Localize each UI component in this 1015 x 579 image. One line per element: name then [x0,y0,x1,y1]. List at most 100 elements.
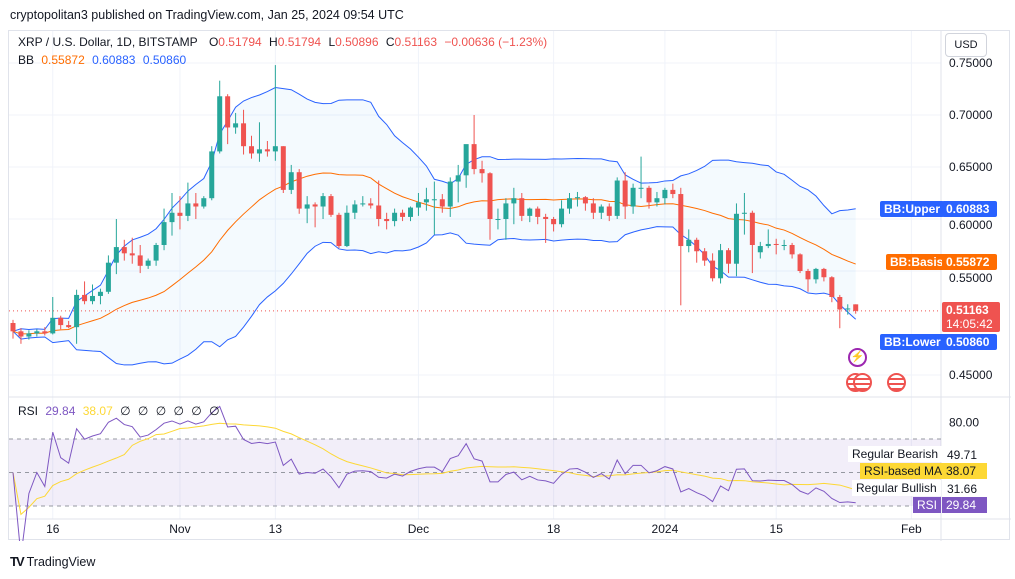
candle-body [662,189,668,199]
rsi-label[interactable]: RSI [18,404,39,418]
candle-body [710,260,716,279]
publisher-caption: cryptopolitan3 published on TradingView.… [10,8,404,22]
candle-body [487,173,493,219]
rsi-line [12,405,856,541]
candle-body [26,333,32,337]
candle-body [82,294,88,302]
currency-button[interactable]: USD [945,33,987,57]
lightning-event-icon[interactable]: ⚡ [848,348,867,367]
time-tick-label: 16 [46,522,60,536]
time-tick-label: 2024 [652,522,679,536]
chart-canvas[interactable]: 0.75000 0.70000 0.65000 0.60000 0.55000 0.450… [9,31,1011,541]
candle-body [161,222,167,245]
candle-body [42,331,48,334]
tradingview-logo[interactable]: TV TradingView [10,554,95,569]
time-tick-label: 13 [269,522,283,536]
candle-body [741,212,747,214]
candle-body [233,123,239,128]
us-flag-event-icon[interactable] [887,373,906,392]
time-tick-label: Feb [901,522,922,536]
candle-body [845,308,851,310]
candle-body [773,243,779,245]
null-value: ∅ [173,404,184,418]
rsi-legend: RSI 29.84 38.07 ∅ ∅ ∅ ∅ ∅ ∅ [18,404,224,418]
open-value: 0.51794 [218,35,262,49]
rsi-tick-label: 80.00 [949,415,979,429]
candle-body [733,213,739,264]
regular-bearish-label: Regular Bearish [848,446,943,462]
candle-body [535,208,541,217]
candle-body [694,239,700,252]
candle-body [789,245,795,255]
candle-body [368,203,374,206]
candle-body [654,198,660,203]
candle-body [471,144,477,170]
candle-body [360,203,366,205]
candle-body [241,123,247,147]
bb-lower-tag: 0.50860 [942,334,997,350]
high-value: 0.51794 [277,35,322,49]
candle-body [590,203,596,213]
candle-body [209,151,215,199]
bb-lower-tag-name: BB:Lower [880,334,945,350]
candle-body [718,250,724,279]
candle-body [630,187,636,207]
null-value: ∅ [155,404,167,418]
candle-body [511,198,517,204]
us-flag-event-icon[interactable] [853,373,872,392]
candle-body [97,291,103,296]
candle-body [137,255,143,266]
rsi-ma-label: RSI-based MA [860,463,947,479]
candle-body [527,208,533,216]
candle-body [320,196,326,207]
bb-upper-tag-name: BB:Upper [880,201,944,217]
candle-body [312,204,318,207]
bb-lower-value: 0.50860 [142,53,187,67]
bb-upper-value: 0.60883 [92,53,136,67]
candle-body [781,245,787,246]
candle-body [344,212,350,247]
candle-body [264,149,270,152]
price-tick-label: 0.55000 [949,271,993,285]
low-value: 0.50896 [335,35,379,49]
candle-body [145,260,151,266]
price-tick-label: 0.75000 [949,56,993,70]
candle-body [392,212,398,222]
chart-frame[interactable]: 0.75000 0.70000 0.65000 0.60000 0.55000 0.450… [8,30,1011,541]
candle-body [66,325,72,328]
null-value: ∅ [209,404,220,418]
candle-body [169,212,175,223]
candle-body [423,199,429,203]
candle-body [328,196,334,215]
candle-body [551,219,557,225]
candle-body [177,212,183,216]
candle-body [105,262,111,292]
change-value: −0.00636 (−1.23%) [444,35,548,49]
candle-body [121,247,127,254]
candle-body [797,254,803,271]
bb-basis-tag: 0.55872 [942,254,997,270]
candle-body [217,96,223,152]
candle-body [678,194,684,247]
candle-body [853,304,859,311]
bb-basis-tag-name: BB:Basis [886,254,948,270]
candle-body [50,317,56,334]
close-value: 0.51163 [394,35,438,49]
candle-body [463,144,469,176]
candle-body [34,331,40,334]
symbol-title[interactable]: XRP / U.S. Dollar, 1D, BITSTAMP [18,35,198,49]
candle-body [821,268,827,278]
symbol-legend: XRP / U.S. Dollar, 1D, BITSTAMP O0.51794… [18,35,551,49]
candle-body [439,199,445,207]
time-tick-label: Nov [169,522,190,536]
candle-body [495,219,501,220]
bb-label[interactable]: BB [18,53,35,67]
candle-body [765,243,771,247]
candle-body [225,96,231,128]
candle-body [280,146,286,190]
high-label: H [269,35,278,49]
close-label: C [385,35,395,49]
candle-body [638,187,644,189]
candle-body [622,180,628,207]
open-label: O [208,35,219,49]
